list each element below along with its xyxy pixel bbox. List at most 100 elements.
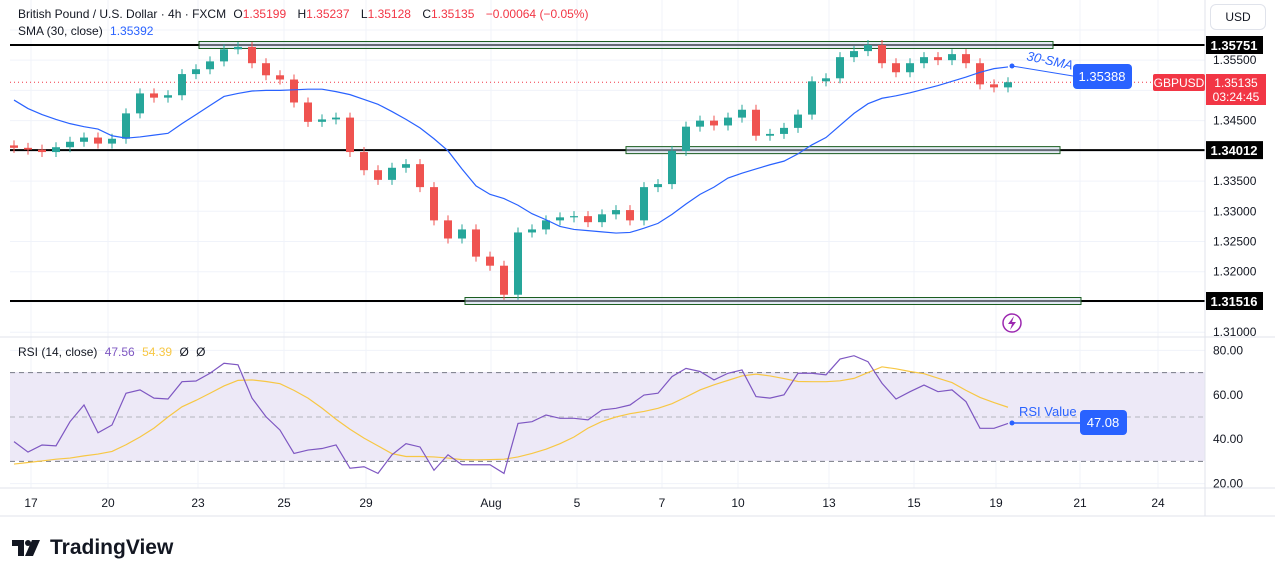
sma-callout-dot (1009, 63, 1015, 69)
sma-callout-box[interactable] (1073, 64, 1132, 89)
candle-body (276, 75, 284, 80)
candle-body (346, 117, 354, 153)
candle-body (332, 117, 340, 120)
candle-body (38, 149, 46, 153)
time-tick-label: 5 (574, 496, 581, 510)
open-value: 1.35199 (242, 7, 287, 21)
rsi-legend[interactable]: RSI (14, close) 47.56 54.39 Ø Ø (18, 345, 209, 359)
candle-body (500, 265, 508, 295)
sma-line[interactable] (13, 66, 1009, 234)
rsi-axis[interactable]: 80.00 60.00 40.00 20.00 (1213, 343, 1243, 490)
last-price-value: 1.35135 (1214, 76, 1258, 90)
candles (10, 40, 1012, 300)
symbol-tag-text: GBPUSD (1154, 76, 1205, 90)
currency-button[interactable]: USD (1210, 4, 1266, 30)
time-tick-label: 13 (822, 496, 836, 510)
candle-body (122, 113, 130, 139)
candle-body (360, 152, 368, 171)
zone-rectangle[interactable] (625, 146, 1061, 155)
sma-legend-label[interactable]: SMA (30, close) (18, 24, 103, 38)
time-tick-label: 25 (277, 496, 291, 510)
time-tick-label: 19 (989, 496, 1003, 510)
candle-body (430, 187, 438, 221)
candle-body (626, 210, 634, 221)
candle-body (878, 45, 886, 64)
candle-body (654, 184, 662, 188)
time-tick-label: 23 (191, 496, 205, 510)
candle-body (388, 167, 396, 180)
rsi-line[interactable] (13, 355, 1009, 475)
brand-name: TradingView (50, 536, 174, 559)
rsi-ma-legend-value: 54.39 (142, 345, 173, 359)
candle-body (766, 133, 774, 136)
bar-countdown: 03:24:45 (1213, 90, 1260, 104)
level-label-text: 1.34012 (1211, 143, 1258, 158)
symbol-tag (1153, 74, 1205, 91)
tradingview-logo-icon (12, 540, 40, 556)
candle-body (808, 81, 816, 115)
time-axis[interactable]: 17 20 23 25 29 Aug 5 7 10 13 15 19 21 24 (24, 496, 1165, 510)
candle-body (486, 256, 494, 266)
time-tick-label: 21 (1073, 496, 1087, 510)
candle-body (780, 127, 788, 134)
price-tick-label: 1.33500 (1213, 174, 1257, 188)
main-legend[interactable]: British Pound / U.S. Dollar · 4h · FXCM … (18, 7, 592, 21)
time-tick-label: 10 (731, 496, 745, 510)
high-value: 1.35237 (306, 7, 350, 21)
rsi-annotation-text[interactable]: RSI Value (1019, 404, 1077, 419)
rsi-legend-label[interactable]: RSI (14, close) (18, 345, 98, 359)
rsi-ma-line[interactable] (13, 366, 1009, 465)
level-label-box (1206, 141, 1263, 160)
rsi-tick-label: 80.00 (1213, 343, 1243, 357)
price-tick-label: 1.31000 (1213, 325, 1257, 339)
candle-body (444, 220, 452, 239)
candle-body (948, 54, 956, 61)
candle-body (682, 126, 690, 151)
lightning-icon[interactable] (1002, 313, 1022, 333)
time-tick-label: 24 (1151, 496, 1165, 510)
tradingview-logo[interactable]: TradingView (12, 536, 173, 560)
candle-body (976, 63, 984, 85)
candle-body (402, 164, 410, 168)
zone-rectangle[interactable] (464, 297, 1082, 306)
candle-body (934, 57, 942, 61)
candle-body (304, 102, 312, 122)
candle-body (556, 217, 564, 221)
candle-body (262, 63, 270, 76)
candle-body (318, 119, 326, 122)
candle-body (374, 170, 382, 180)
candle-body (738, 109, 746, 118)
symbol-title[interactable]: British Pound / U.S. Dollar · 4h · FXCM (18, 7, 227, 21)
candle-body (710, 120, 718, 126)
rsi-tick-label: 60.00 (1213, 388, 1243, 402)
candle-body (724, 117, 732, 126)
rsi-tick-label: 40.00 (1213, 432, 1243, 446)
candle-body (192, 69, 200, 75)
candle-body (52, 147, 60, 153)
change-value: −0.00064 (−0.05%) (485, 7, 589, 21)
price-axis[interactable]: 1.35500 1.34500 1.33500 1.33000 1.32500 1.320… (1213, 53, 1257, 339)
candle-body (136, 93, 144, 114)
open-label: O (233, 7, 243, 21)
rsi-callout-box[interactable] (1080, 410, 1127, 435)
candle-body (458, 229, 466, 239)
candle-body (528, 229, 536, 233)
candle-body (514, 232, 522, 295)
candle-body (990, 84, 998, 88)
last-price-label (1206, 74, 1266, 105)
close-value: 1.35135 (430, 7, 475, 21)
zone-rectangle[interactable] (198, 41, 1054, 49)
sma-legend[interactable]: SMA (30, close) 1.35392 (18, 24, 157, 38)
candle-body (290, 79, 298, 103)
candle-body (234, 46, 242, 50)
price-tick-label: 1.32000 (1213, 265, 1257, 279)
sma-callout-value: 1.35388 (1079, 69, 1126, 84)
support-resistance-levels[interactable] (10, 41, 1205, 306)
price-tick-label: 1.35500 (1213, 53, 1257, 67)
candle-body (108, 138, 116, 144)
candle-body (668, 150, 676, 185)
sma-callout-line (1011, 65, 1074, 77)
price-tick-label: 1.34500 (1213, 114, 1257, 128)
price-tick-label: 1.32500 (1213, 235, 1257, 249)
